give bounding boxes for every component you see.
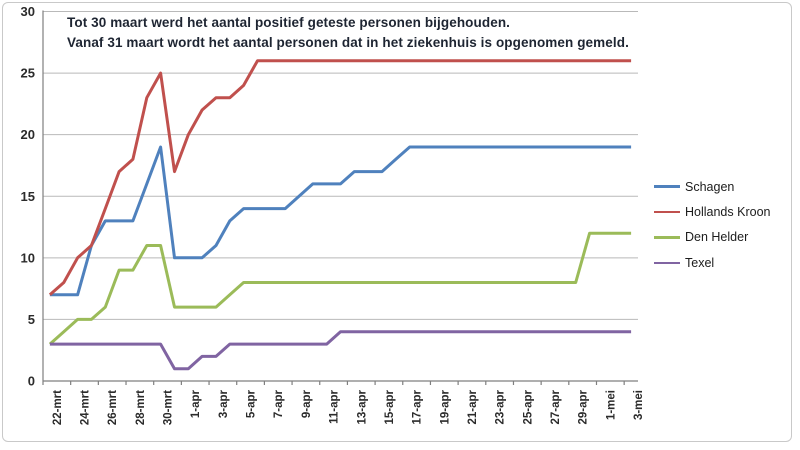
x-tick-label-13-apr: 13-apr [356,389,368,424]
legend-item-hollands-kroon: Hollands Kroon [654,199,770,224]
series-line-hollands-kroon [48,59,632,296]
gridlines [43,11,638,320]
x-tick-label-19-apr: 19-apr [439,389,451,424]
x-tick-label-5-apr: 5-apr [246,389,258,418]
x-tick-label-1-mei: 1-mei [605,390,617,420]
x-tick-label-23-apr: 23-apr [495,389,507,424]
x-tick-label-22-mrt: 22-mrt [52,390,64,425]
x-tick-label-25-apr: 25-apr [522,389,534,424]
x-tick-label-27-apr: 27-apr [550,389,562,424]
legend-item-texel: Texel [654,250,770,275]
series-lines [48,59,632,371]
chart-annotation: Tot 30 maart werd het aantal positief ge… [67,13,629,52]
x-axis-labels: 22-mrt 24-mrt 26-mrt 28-mrt 30-mrt 1-apr 3-apr… [52,389,645,425]
y-tick-label-5: 5 [28,312,35,327]
x-tick-label-30-mrt: 30-mrt [163,390,175,425]
annotation-line-2: Vanaf 31 maart wordt het aantal personen… [67,34,629,50]
x-axis-ticks [42,381,625,385]
series-line-schagen [49,145,632,297]
annotation-line-1: Tot 30 maart werd het aantal positief ge… [67,15,511,30]
x-tick-label-9-apr: 9-apr [301,389,313,418]
legend-label: Den Helder [685,230,749,245]
series-line-den-helder [48,231,632,346]
y-tick-label-0: 0 [28,374,35,389]
x-tick-label-7-apr: 7-apr [273,389,285,418]
y-tick-label-10: 10 [21,250,35,265]
x-tick-label-21-apr: 21-apr [467,389,479,424]
x-tick-label-3-mei: 3-mei [633,390,645,420]
legend-item-schagen: Schagen [654,174,770,199]
y-tick-label-15: 15 [21,189,35,204]
x-tick-label-11-apr: 11-apr [329,389,341,423]
y-tick-label-25: 25 [21,66,35,81]
legend-marker-icon [654,236,680,239]
x-tick-label-15-apr: 15-apr [384,389,396,424]
legend-marker-icon [654,185,680,188]
x-tick-label-28-mrt: 28-mrt [135,390,147,425]
legend-marker-icon [654,210,680,214]
legend-label: Hollands Kroon [685,205,771,220]
axes [42,10,638,382]
legend-marker-icon [654,261,680,265]
y-axis-labels: 0 5 10 15 20 25 30 [21,4,35,389]
legend-item-den-helder: Den Helder [654,225,770,250]
legend-label: Schagen [685,179,735,194]
x-tick-label-29-apr: 29-apr [578,389,590,424]
x-tick-label-24-mrt: 24-mrt [80,390,92,425]
legend-label: Texel [685,255,715,270]
legend: Schagen Hollands Kroon Den Helder Texel [654,174,770,276]
x-tick-label-3-apr: 3-apr [218,389,230,418]
series-line-texel [49,330,632,371]
x-tick-label-26-mrt: 26-mrt [107,390,119,425]
x-tick-label-17-apr: 17-apr [412,389,424,424]
y-tick-label-30: 30 [21,4,35,19]
y-tick-label-20: 20 [21,127,35,142]
x-tick-label-1-apr: 1-apr [190,389,202,418]
